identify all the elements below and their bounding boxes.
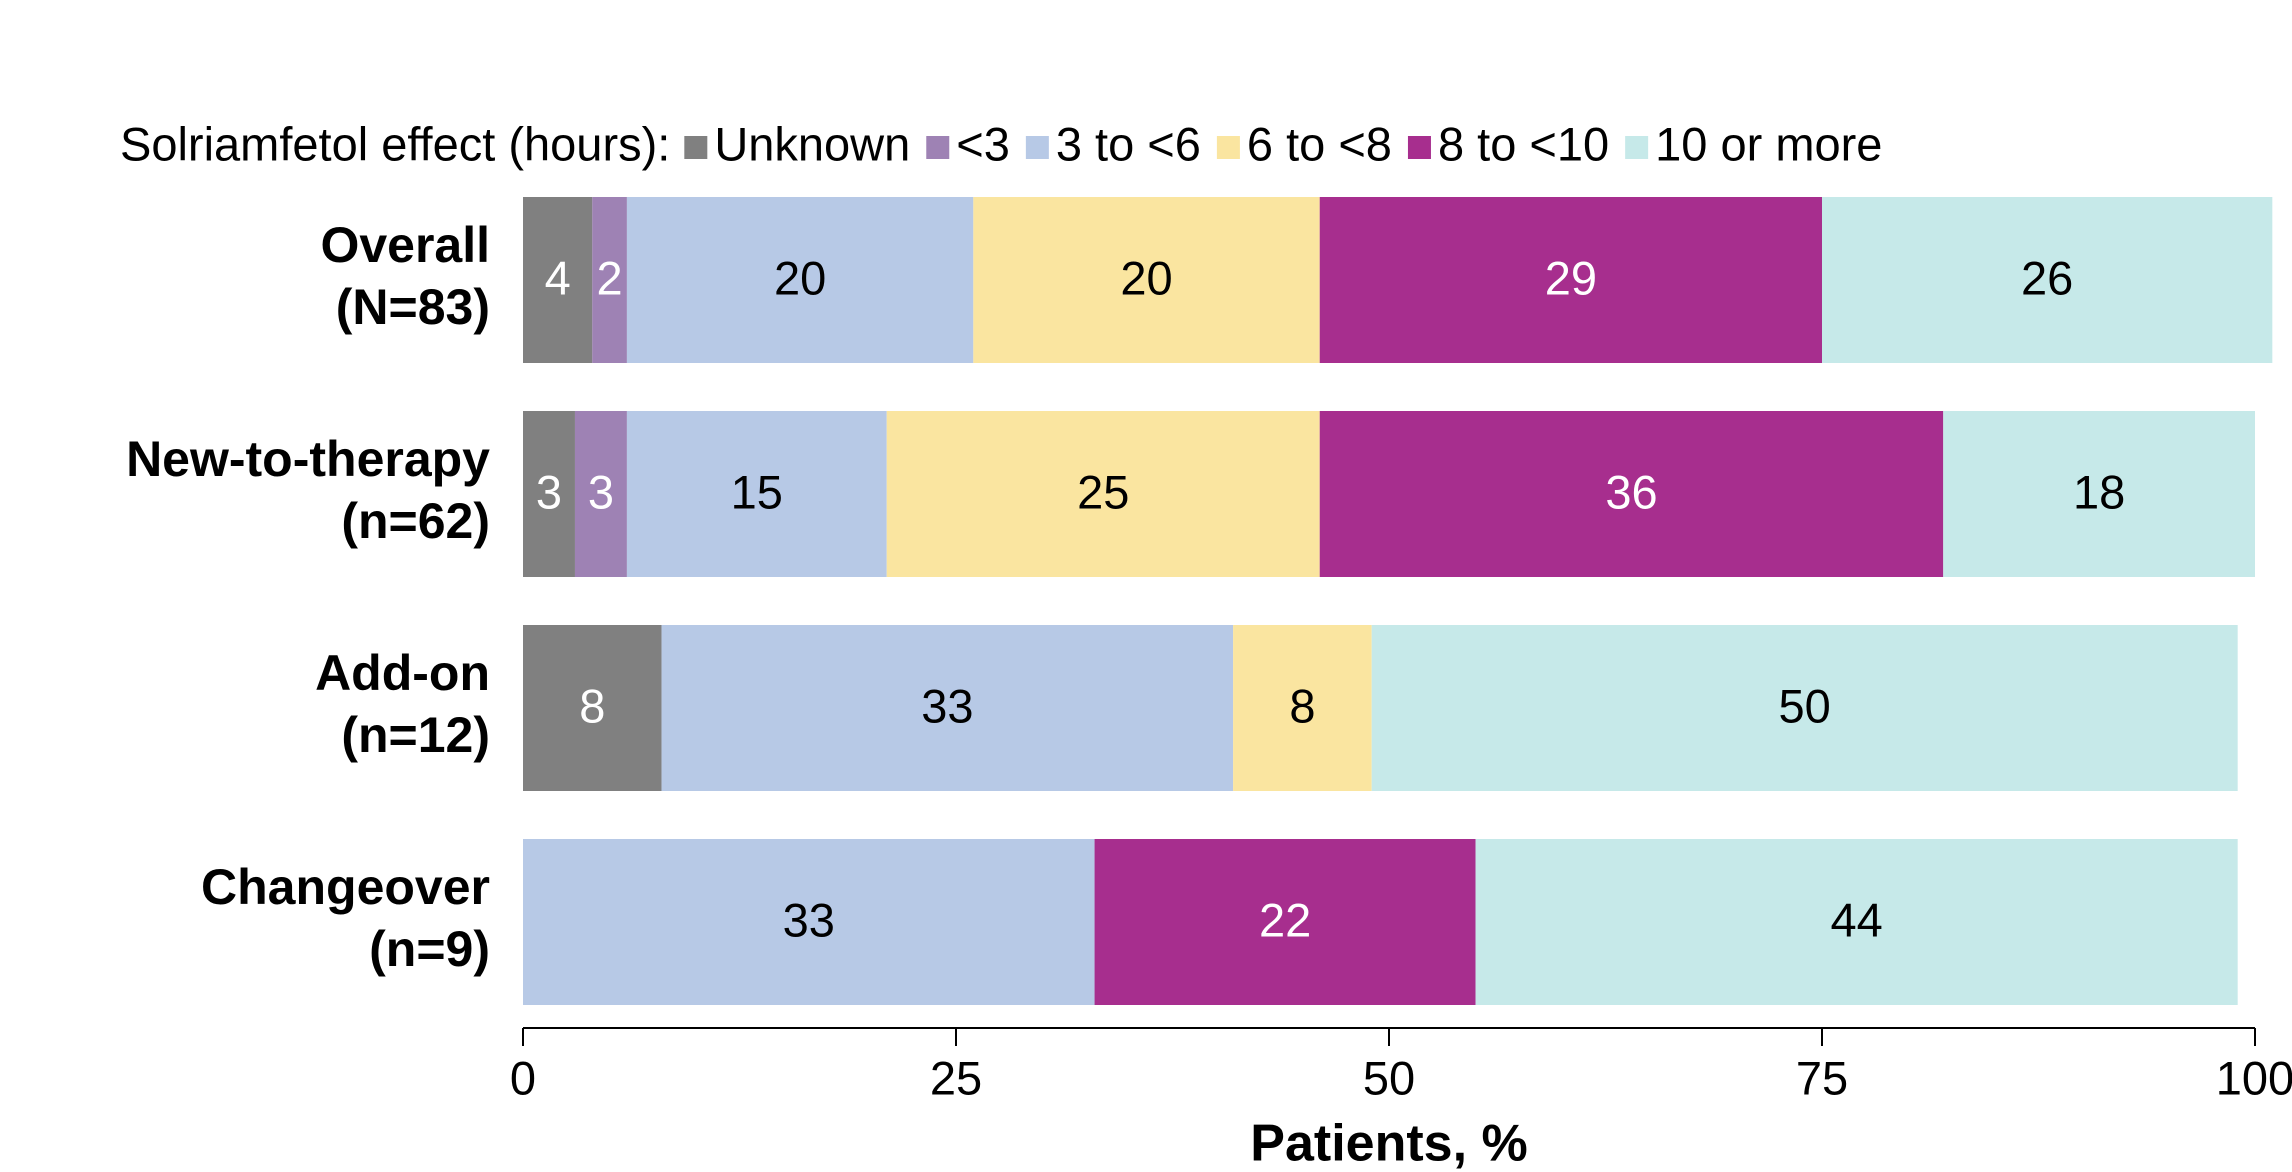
legend-swatch [1625,136,1649,159]
data-label: 20 [1120,251,1172,304]
category-label: New-to-therapy [126,431,490,487]
x-axis-title: Patients, % [1250,1115,1527,1172]
x-tick-label: 100 [2216,1051,2292,1104]
legend-label: <3 [956,117,1010,170]
legend-swatch [1407,136,1431,159]
data-label: 29 [1545,251,1597,304]
data-label: 20 [774,251,826,304]
bar-segment [626,411,887,577]
data-label: 8 [579,679,605,732]
data-label: 33 [921,679,973,732]
data-label: 36 [1605,465,1657,518]
legend-swatch [926,136,950,159]
legend-label: Unknown [714,117,910,170]
bar-segment [1319,197,1822,363]
bar-segment [592,197,627,363]
legend-label: 10 or more [1655,117,1882,170]
data-label: 18 [2073,465,2125,518]
data-label: 25 [1077,465,1129,518]
bar-segment [1475,839,2238,1005]
category-label: Add-on [315,645,490,701]
category-label: Overall [320,217,490,273]
data-label: 15 [731,465,783,518]
legend-title: Solriamfetol effect (hours): [120,117,670,170]
legend-label: 8 to <10 [1438,117,1609,170]
bar-segment [1319,411,1944,577]
bar-segment [626,197,974,363]
legend-swatch [1025,136,1049,159]
bar-segment [523,625,662,791]
bar-segment [1233,625,1372,791]
category-label: (n=9) [369,921,490,977]
data-label: 8 [1289,679,1315,732]
bar-segment [1943,411,2255,577]
legend-swatch [1216,136,1240,159]
bar-segment [886,411,1320,577]
data-label: 26 [2021,251,2073,304]
bar-segment [523,411,575,577]
bar-segment [523,839,1095,1005]
data-label: 2 [597,251,623,304]
legend-label: 3 to <6 [1056,117,1201,170]
data-label: 4 [545,251,571,304]
legend-swatch [684,136,708,159]
data-label: 50 [1779,679,1831,732]
x-tick-label: 50 [1363,1051,1415,1104]
data-label: 44 [1830,893,1882,946]
category-label: Changeover [201,859,490,915]
bar-segment [1094,839,1476,1005]
bar-segment [661,625,1234,791]
data-label: 33 [783,893,835,946]
x-tick-label: 0 [510,1051,536,1104]
x-tick-label: 75 [1796,1051,1848,1104]
data-label: 3 [536,465,562,518]
data-label: 3 [588,465,614,518]
category-label: (N=83) [336,279,490,335]
bar-segment [1371,625,2238,791]
category-label: (n=62) [341,493,490,549]
bar-segment [574,411,627,577]
data-label: 22 [1259,893,1311,946]
legend-label: 6 to <8 [1247,117,1392,170]
category-label: (n=12) [341,707,490,763]
bar-segment [523,197,593,363]
bar-segment [973,197,1320,363]
bar-segment [1822,197,2273,363]
x-tick-label: 25 [930,1051,982,1104]
